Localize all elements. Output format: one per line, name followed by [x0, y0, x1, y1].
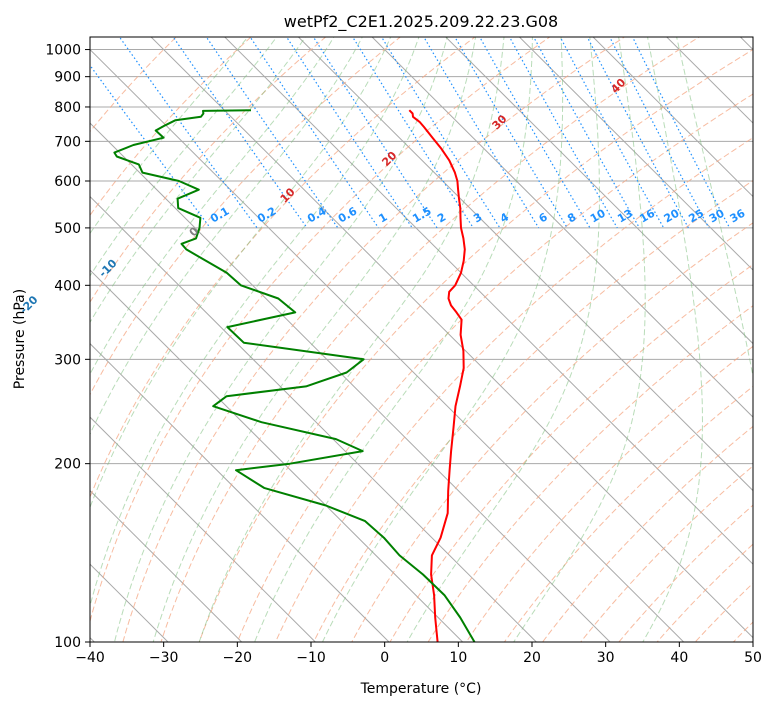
mixing-ratio-line	[508, 37, 618, 229]
temperature-profile-line	[408, 109, 466, 642]
plot-background	[90, 37, 753, 642]
x-tick-label: −20	[223, 650, 253, 666]
x-tick-label: 20	[523, 650, 541, 666]
isotherm-line	[518, 37, 753, 271]
moist-adiabat-line	[90, 37, 307, 324]
mixing-ratio-line	[479, 37, 591, 229]
dry-adiabat-line	[122, 37, 626, 642]
dry-adiabat-line	[160, 37, 701, 642]
x-tick-label: −30	[149, 650, 179, 666]
x-axis-label: Temperature (°C)	[360, 681, 482, 697]
isotherm-line	[90, 122, 611, 642]
moist-adiabat-line	[90, 37, 249, 235]
isotherm-line	[445, 37, 753, 345]
y-tick-label: 500	[54, 221, 81, 237]
mixing-ratio-line	[423, 37, 540, 229]
x-tick-label: 30	[597, 650, 615, 666]
mixing-ratio-line	[285, 37, 413, 229]
dry-adiabat-line	[90, 37, 551, 624]
x-axis: −40 −30 −20 −10 0 10 20 30 40 50	[75, 642, 762, 666]
mixing-ratio-line	[559, 37, 665, 229]
mixing-ratio-line	[351, 37, 474, 229]
isotherm-line	[90, 195, 538, 642]
dry-adiabat-line	[389, 263, 753, 642]
y-tick-label: 300	[54, 352, 81, 368]
x-tick-label: 40	[670, 650, 688, 666]
plot-frame	[89, 36, 754, 643]
x-tick-label: 10	[449, 650, 467, 666]
y-tick-label: 600	[54, 174, 81, 190]
y-tick-label: 700	[54, 134, 81, 150]
x-tick-label: −10	[296, 650, 326, 666]
y-tick-label: 100	[54, 635, 81, 651]
moist-adiabat-line	[406, 37, 600, 642]
moist-adiabat-line	[90, 37, 392, 509]
dry-adiabat-line	[503, 385, 753, 642]
y-tick-label: 200	[54, 457, 81, 473]
isotherm-line	[90, 269, 464, 642]
x-tick-label: −40	[75, 650, 105, 666]
mixing-ratio-line	[249, 37, 379, 229]
dry-adiabat-line	[90, 37, 402, 396]
mixing-ratio-line	[205, 37, 339, 229]
isotherm-line	[371, 37, 753, 418]
dry-adiabat-line	[313, 180, 753, 642]
isotherm-line	[90, 489, 243, 642]
x-tick-label: 0	[380, 650, 389, 666]
moist-adiabat-line	[321, 37, 564, 642]
dry-adiabat-line	[465, 345, 753, 642]
mixing-ratio-line	[586, 37, 689, 229]
dry-adiabat-line	[90, 37, 476, 499]
isotherm-line	[90, 48, 685, 642]
moist-adiabat-line	[90, 37, 420, 608]
mixing-ratio-line	[312, 37, 438, 229]
y-axis-label: Pressure (hPa)	[12, 289, 28, 389]
y-tick-label: 800	[54, 100, 81, 116]
chart-title: wetPf2_C2E1.2025.209.22.23.G08	[284, 12, 558, 32]
isotherm-line	[90, 342, 390, 642]
isotherm-line	[224, 37, 753, 565]
x-tick-label: 50	[744, 650, 762, 666]
isotherm-line	[592, 37, 753, 198]
moist-adiabat-line	[152, 37, 477, 642]
y-tick-label: 900	[54, 70, 81, 86]
series-layer	[113, 109, 476, 642]
moist-adiabat-line	[90, 37, 278, 277]
dry-adiabat-line	[90, 37, 252, 217]
moist-adiabat-line	[90, 37, 335, 376]
moist-adiabat-line	[90, 37, 363, 436]
dry-adiabat-line	[236, 93, 753, 642]
mixing-ratio-line	[380, 37, 501, 229]
mixing-ratio-line	[454, 37, 568, 229]
dewpoint-profile-line	[113, 109, 476, 642]
mixing-ratio-line	[118, 37, 258, 229]
moist-adiabat-line	[198, 37, 505, 642]
moist-adiabat-line	[676, 37, 753, 379]
isotherm-line	[90, 416, 317, 642]
isotherm-line	[297, 37, 753, 492]
y-tick-label: 400	[54, 278, 81, 294]
y-tick-label: 1000	[45, 43, 81, 59]
mixing-ratio-line	[533, 37, 640, 229]
dry-adiabat-line	[274, 137, 753, 642]
y-axis: 1000 900 800 700 600 500 400 300 200 100	[45, 43, 90, 651]
